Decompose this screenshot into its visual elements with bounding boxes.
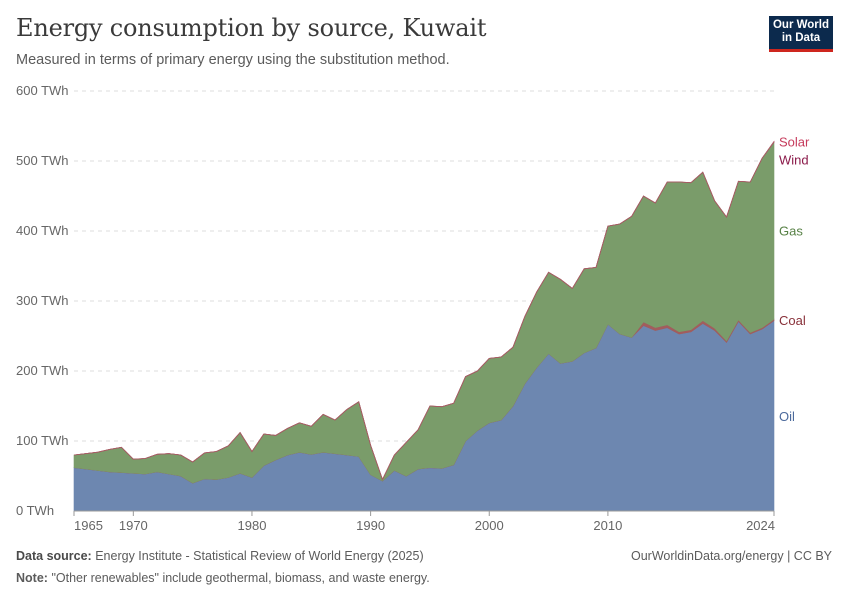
x-axis: 1965 1970 1980 1990 2000 2010 2024 xyxy=(73,510,775,533)
chart-subtitle: Measured in terms of primary energy usin… xyxy=(16,52,450,68)
series-label-solar: Solar xyxy=(779,135,810,150)
y-tick-label: 100 TWh xyxy=(16,433,69,448)
series-end-labels: Oil Coal Gas Wind Solar xyxy=(779,135,810,424)
credit-link[interactable]: OurWorldinData.org/energy | CC BY xyxy=(630,549,832,563)
note-label: Note: xyxy=(16,571,48,585)
x-tick-label: 1970 xyxy=(119,518,148,533)
area-series xyxy=(73,140,775,512)
y-tick-label: 0 TWh xyxy=(16,503,54,518)
x-tick-label: 1980 xyxy=(238,518,267,533)
series-label-wind: Wind xyxy=(779,153,809,168)
series-label-gas: Gas xyxy=(779,224,803,239)
y-axis-tick-labels: 0 TWh 100 TWh 200 TWh 300 TWh 400 TWh 500 TWh… xyxy=(16,83,69,518)
y-tick-label: 600 TWh xyxy=(16,83,69,98)
data-source-link[interactable]: Energy Institute - Statistical Review of… xyxy=(95,549,424,563)
y-tick-label: 400 TWh xyxy=(16,223,69,238)
x-tick-label: 2000 xyxy=(475,518,504,533)
x-tick-label: 2024 xyxy=(746,518,775,533)
chart-title: Energy consumption by source, Kuwait xyxy=(16,14,487,42)
x-tick-label: 1965 xyxy=(74,518,103,533)
area-oil xyxy=(73,320,775,512)
y-tick-label: 500 TWh xyxy=(16,153,69,168)
stacked-area-chart: 0 TWh 100 TWh 200 TWh 300 TWh 400 TWh 500 TWh… xyxy=(16,83,810,533)
series-label-coal: Coal xyxy=(779,313,806,328)
logo-line-1: Our World xyxy=(772,19,829,31)
data-source-label: Data source: xyxy=(16,549,92,563)
y-tick-label: 300 TWh xyxy=(16,293,69,308)
area-edge-solar xyxy=(73,141,775,481)
owid-logo[interactable]: Our World in Data xyxy=(769,16,833,52)
note-text: "Other renewables" include geothermal, b… xyxy=(51,571,430,585)
x-tick-label: 2010 xyxy=(593,518,622,533)
logo-line-2: in Data xyxy=(781,32,821,44)
y-tick-label: 200 TWh xyxy=(16,363,69,378)
series-label-oil: Oil xyxy=(779,409,795,424)
chart-note: Note: "Other renewables" include geother… xyxy=(16,571,430,585)
x-tick-label: 1990 xyxy=(356,518,385,533)
data-source: Data source: Energy Institute - Statisti… xyxy=(16,549,424,563)
